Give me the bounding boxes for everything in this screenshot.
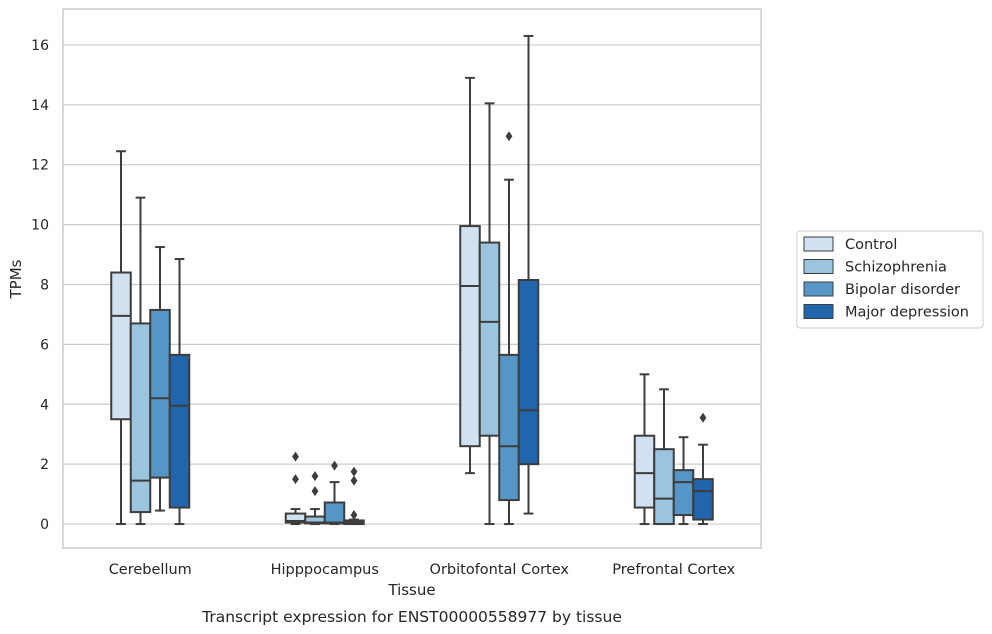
outlier-point: [292, 474, 299, 485]
box-1-3: [653, 388, 675, 526]
box-3-1: [343, 466, 365, 526]
box-0-0: [110, 150, 132, 526]
box-3-2: [517, 34, 540, 515]
outlier-point: [311, 486, 319, 497]
legend-label: Bipolar disorder: [845, 282, 960, 298]
outlier-point: [292, 451, 299, 462]
y-tick-label: 10: [31, 218, 49, 234]
x-ticks: Cerebellum Hipppocampus Orbitofontal Corte…: [109, 562, 736, 578]
legend-swatch: [803, 281, 834, 297]
outlier-point: [350, 475, 358, 486]
box-iqr: [168, 353, 191, 509]
box-iqr: [692, 478, 714, 521]
outlier-point: [350, 466, 358, 477]
box-0-3: [633, 373, 656, 526]
y-tick-label: 12: [31, 158, 49, 174]
y-tick-label: 0: [40, 517, 49, 533]
outlier-point: [311, 471, 319, 482]
legend: Control Schizophrenia Bipolar disorder Majo…: [796, 230, 984, 329]
y-tick-label: 6: [40, 337, 49, 353]
box-2-1: [323, 460, 346, 526]
legend-frame: [796, 230, 984, 329]
legend-swatch: [803, 236, 834, 252]
box-1-2: [478, 102, 501, 526]
box-iqr: [517, 278, 540, 466]
x-tick-label: Cerebellum: [109, 562, 192, 578]
legend-swatch: [803, 304, 834, 319]
box-2-3: [672, 436, 695, 526]
box-iqr: [129, 322, 152, 514]
y-axis-label: TPMs: [7, 259, 25, 299]
box-iqr: [633, 434, 656, 509]
box-1-1: [304, 471, 326, 526]
y-ticks: 0 2 4 6 8 10 12 14 16: [31, 38, 49, 533]
outlier-point: [331, 460, 338, 471]
box-iqr: [110, 271, 132, 421]
box-iqr: [672, 469, 695, 517]
box-2-2: [498, 131, 520, 526]
chart-caption: Transcript expression for ENST0000055897…: [201, 608, 622, 626]
box-iqr: [323, 501, 346, 525]
outlier-point: [699, 412, 707, 423]
x-tick-label: Hipppocampus: [271, 562, 379, 578]
box-iqr: [653, 448, 675, 526]
box-0-2: [459, 76, 481, 475]
box-iqr: [459, 225, 481, 448]
box-0-1: [284, 451, 307, 526]
outlier-point: [505, 131, 513, 142]
x-axis-label: Tissue: [387, 581, 435, 599]
legend-label: Control: [845, 237, 897, 253]
legend-label: Major depression: [845, 305, 969, 321]
box-iqr: [478, 241, 501, 437]
y-tick-label: 2: [40, 457, 49, 473]
box-3-3: [692, 412, 714, 526]
plot-frame: [62, 8, 762, 549]
y-tick-label: 16: [31, 38, 49, 54]
box-iqr: [149, 308, 171, 479]
y-tick-label: 14: [31, 98, 49, 114]
y-tick-label: 8: [40, 277, 49, 293]
box-3-0: [168, 258, 191, 526]
boxes: [110, 34, 714, 526]
legend-swatch: [803, 259, 834, 274]
box-2-0: [149, 246, 171, 512]
box-iqr: [498, 353, 520, 502]
outlier-point: [350, 510, 358, 521]
legend-label: Schizophrenia: [845, 260, 947, 276]
box-1-0: [129, 196, 152, 526]
x-tick-label: Prefrontal Cortex: [612, 562, 735, 578]
x-tick-label: Orbitofontal Cortex: [430, 562, 570, 578]
y-tick-label: 4: [40, 397, 49, 413]
